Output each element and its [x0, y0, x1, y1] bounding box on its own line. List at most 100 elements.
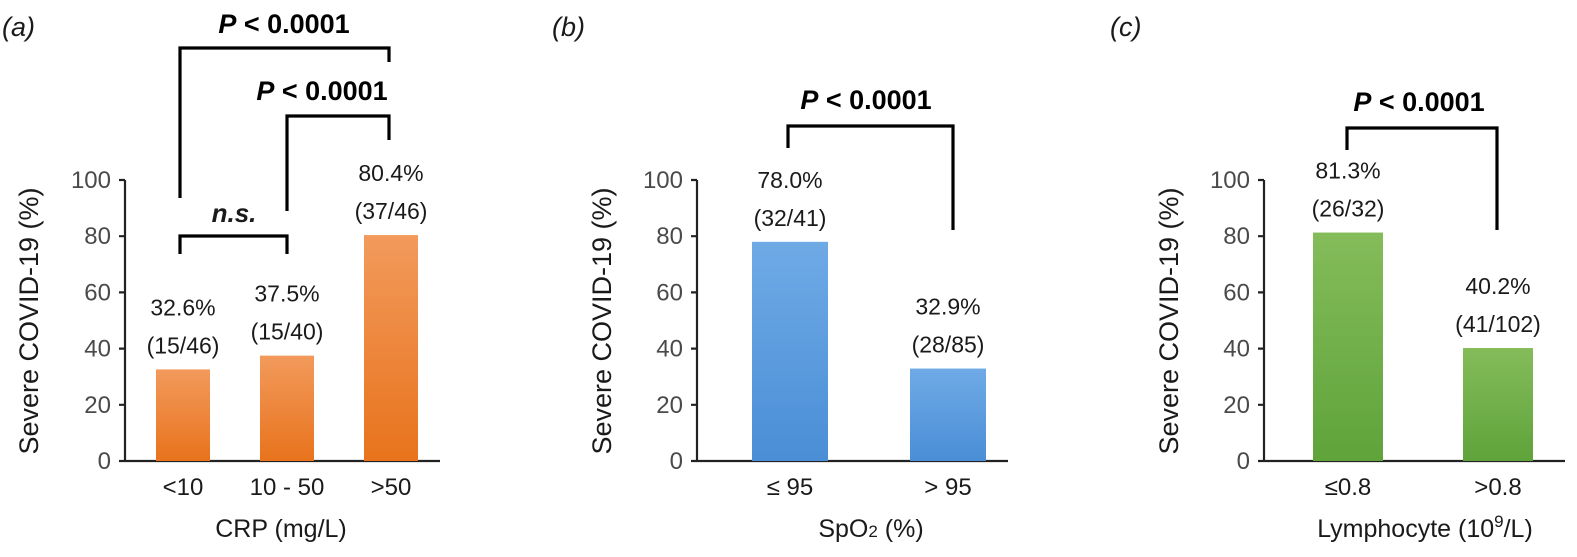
- panel-a-bar: [260, 355, 314, 461]
- panel-b-xlabel-sub: 2: [868, 522, 877, 541]
- panel-a-xticks: <10 10 - 50 >50: [163, 474, 412, 501]
- panel-c-ytick: 100: [1210, 167, 1250, 194]
- panel-a-xtick: 10 - 50: [250, 474, 325, 501]
- panel-c-xlabel-tail: /L): [1504, 515, 1533, 543]
- panel-a-xtick: >50: [371, 474, 412, 501]
- panel-b-xlabel: SpO2 (%): [818, 515, 923, 543]
- panel-c-yticks: 0 20 40 60 80 100: [1210, 167, 1250, 475]
- panel-a-ylabel: Severe COVID-19 (%): [14, 187, 44, 454]
- panel-a-axis: [119, 178, 440, 463]
- panel-b-xtick: ≤ 95: [767, 474, 814, 501]
- panel-a-ytick: 20: [84, 392, 111, 419]
- panel-c-axis: [1258, 178, 1565, 463]
- panel-b-ylabel: Severe COVID-19 (%): [587, 187, 617, 454]
- panel-a-sig-inner-p: P: [256, 76, 275, 106]
- panel-c-bracket: [1345, 126, 1499, 230]
- panel-a-bracket-ns: [178, 234, 289, 254]
- panel-c: (c) Severe COVID-19 (%) 0 20 40 60 80 10…: [1110, 12, 1565, 543]
- panel-b-value-label: 32.9%: [915, 294, 980, 320]
- panel-a-ytick: 100: [71, 167, 111, 194]
- panel-c-ytick: 80: [1223, 223, 1250, 250]
- panel-b-ytick: 80: [656, 223, 683, 250]
- panel-a-sig-outer-rest: < 0.0001: [236, 9, 349, 39]
- panel-b-sig-p: P: [800, 85, 819, 115]
- panel-c-sig: P < 0.0001: [1353, 87, 1484, 117]
- panel-b-xlabel-main: SpO: [818, 515, 868, 543]
- panel-a-bracket-inner: [285, 114, 391, 211]
- panel-b-count-label: (28/85): [912, 332, 985, 358]
- panel-a-bar: [156, 369, 210, 461]
- panel-b: (b) Severe COVID-19 (%) 0 20 40 60 80 10…: [552, 12, 1008, 543]
- panel-a-value-label: 80.4%: [358, 160, 423, 186]
- panel-b-axis: [691, 178, 1008, 463]
- panel-c-value-label: 40.2%: [1465, 273, 1530, 299]
- panel-c-ytick: 60: [1223, 279, 1250, 306]
- panel-a-sig-outer-p: P: [218, 9, 237, 39]
- panel-b-ytick: 60: [656, 279, 683, 306]
- panel-b-value-label: 78.0%: [757, 167, 822, 193]
- panel-a-sig-ns: n.s.: [212, 198, 257, 228]
- panel-c-value-label: 81.3%: [1315, 158, 1380, 184]
- panel-b-ytick: 100: [643, 167, 683, 194]
- panel-b-yticks: 0 20 40 60 80 100: [643, 167, 683, 475]
- panel-b-ytick: 20: [656, 392, 683, 419]
- panel-b-ytick: 0: [670, 448, 683, 475]
- panel-a-sig-inner: P < 0.0001: [256, 76, 387, 106]
- panel-a-count-label: (15/40): [251, 319, 324, 345]
- panel-a-value-label: 32.6%: [150, 294, 215, 320]
- panel-b-value-labels: 78.0% 32.9%: [757, 167, 980, 320]
- panel-b-xticks: ≤ 95 > 95: [767, 474, 972, 501]
- panel-c-count-labels: (26/32) (41/102): [1312, 196, 1541, 337]
- panel-a-bracket-outer: [178, 46, 391, 198]
- panel-c-xtick: >0.8: [1474, 474, 1521, 501]
- panel-a-xlabel: CRP (mg/L): [215, 515, 347, 543]
- panel-c-count-label: (41/102): [1455, 311, 1541, 337]
- panel-c-ytick: 40: [1223, 336, 1250, 363]
- panel-a-ytick: 0: [98, 448, 111, 475]
- panel-b-xlabel-tail: (%): [878, 515, 924, 543]
- panel-b-xtick: > 95: [924, 474, 971, 501]
- panel-c-ytick: 0: [1237, 448, 1250, 475]
- panel-a-bars: [156, 235, 418, 461]
- panel-a-label: (a): [2, 12, 35, 42]
- panel-c-ylabel: Severe COVID-19 (%): [1154, 187, 1184, 454]
- panel-a-ytick: 80: [84, 223, 111, 250]
- panel-a-value-label: 37.5%: [254, 281, 319, 307]
- panel-c-bars: [1313, 232, 1533, 461]
- panel-a-sig-inner-rest: < 0.0001: [274, 76, 387, 106]
- panel-c-xlabel-sup: 9: [1494, 512, 1503, 531]
- panel-a-xtick: <10: [163, 474, 204, 501]
- panel-c-count-label: (26/32): [1312, 196, 1385, 222]
- panel-b-bar: [752, 241, 828, 461]
- panel-b-bracket: [786, 124, 955, 230]
- panel-c-sig-p: P: [1353, 87, 1372, 117]
- panel-a-count-labels: (15/46) (15/40) (37/46): [147, 198, 428, 358]
- panel-b-sig: P < 0.0001: [800, 85, 931, 115]
- panel-b-count-labels: (32/41) (28/85): [754, 205, 985, 358]
- panel-b-label: (b): [552, 12, 585, 42]
- panel-c-xlabel: Lymphocyte (109/L): [1317, 512, 1533, 543]
- panel-a-bar: [364, 235, 418, 461]
- panel-c-xticks: ≤0.8 >0.8: [1325, 474, 1522, 501]
- panel-b-ytick: 40: [656, 336, 683, 363]
- panel-c-sig-rest: < 0.0001: [1371, 87, 1484, 117]
- panel-a-yticks: 0 20 40 60 80 100: [71, 167, 111, 475]
- panel-b-sig-rest: < 0.0001: [818, 85, 931, 115]
- panel-b-bars: [752, 241, 986, 461]
- panel-a-count-label: (37/46): [355, 198, 428, 224]
- panel-c-xlabel-main: Lymphocyte (10: [1317, 515, 1494, 543]
- panel-a-sig-outer: P < 0.0001: [218, 9, 349, 39]
- panel-a-count-label: (15/46): [147, 332, 220, 358]
- panel-c-bar: [1313, 232, 1383, 461]
- panel-b-count-label: (32/41): [754, 205, 827, 231]
- panel-c-value-labels: 81.3% 40.2%: [1315, 158, 1530, 299]
- panel-a-value-labels: 32.6% 37.5% 80.4%: [150, 160, 423, 320]
- panel-b-bar: [910, 368, 986, 461]
- panel-a: (a) Severe COVID-19 (%) 0 20 40 60 80 10…: [2, 9, 440, 543]
- panel-a-ytick: 40: [84, 336, 111, 363]
- panel-c-bar: [1463, 348, 1533, 461]
- panel-c-xtick: ≤0.8: [1325, 474, 1372, 501]
- panel-c-label: (c): [1110, 12, 1141, 42]
- panel-c-ytick: 20: [1223, 392, 1250, 419]
